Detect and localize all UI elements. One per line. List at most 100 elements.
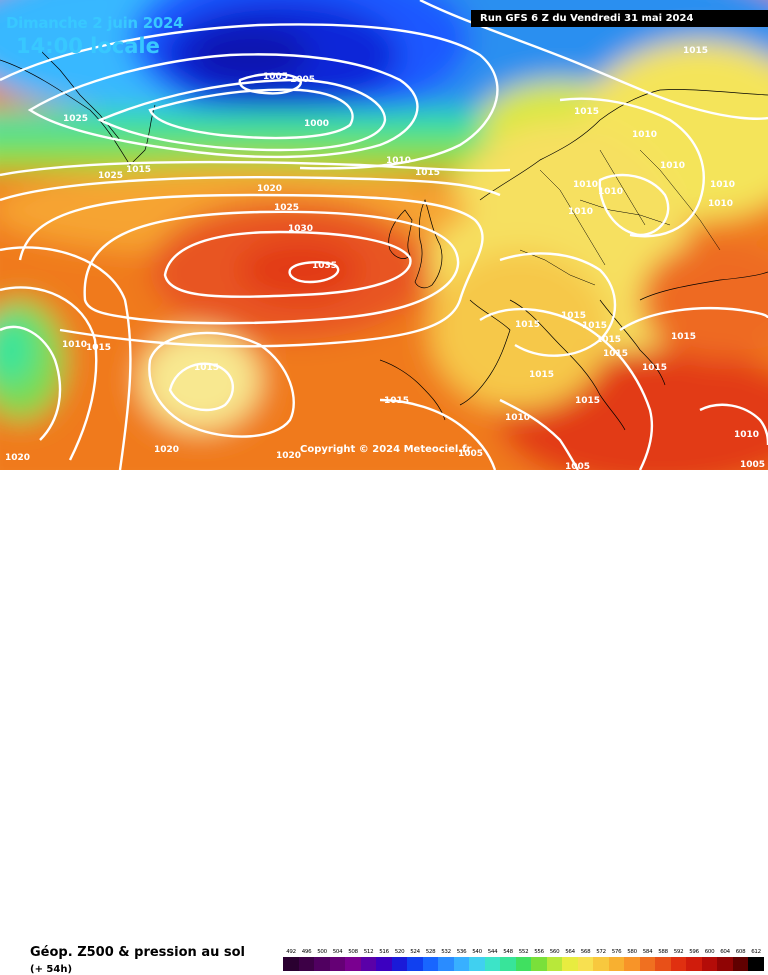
legend-cell: 552 [515,948,532,971]
legend-cell: 564 [562,948,578,971]
isobar-label: 1015 [671,332,696,342]
legend-cell: 508 [345,948,361,971]
isobars [0,0,768,470]
legend-swatch [500,957,516,971]
isobar-label: 1015 [574,107,599,117]
isobar-label: 1010 [386,156,411,166]
isobar-label: 1020 [5,453,30,463]
legend-tick-label: 600 [704,949,715,955]
forecast-date: Dimanche 2 juin 2024 [6,14,184,32]
legend-cell: 528 [422,948,439,971]
isobar-label: 1005 [290,75,315,85]
legend-swatch [732,957,749,971]
isobar-label: 1015 [642,363,667,373]
map-title: Géop. Z500 & pression au sol [30,945,245,960]
legend-tick-label: 572 [596,949,606,955]
isobar-label: 1015 [126,165,151,175]
legend-cell: 540 [469,948,485,971]
isobar-label: 1015 [384,396,409,406]
legend-swatch [655,957,671,971]
isobar-label: 1010 [660,161,685,171]
legend-tick-label: 576 [611,949,622,955]
legend-tick-label: 580 [627,949,637,955]
isobar-label: 1015 [575,396,600,406]
legend-cell: 532 [438,948,454,971]
legend-tick-label: 588 [658,949,668,955]
legend-tick-label: 568 [580,949,591,955]
legend-tick-label: 564 [565,949,575,955]
isobar-label: 1015 [415,168,440,178]
legend-tick-label: 504 [332,949,343,955]
isobar-label: 1005 [263,72,288,82]
isobar-label: 1025 [63,114,88,124]
legend-swatch [484,957,501,971]
legend-swatch [391,957,408,971]
isobar-label: 1015 [582,321,607,331]
legend-cell: 572 [593,948,609,971]
isobar-label: 1010 [708,199,733,209]
legend-swatch [407,957,423,971]
isobar-labels: 1015 1005 1005 1025 1000 1010 1015 1015 … [5,46,765,470]
legend-cell: 604 [717,948,733,971]
legend-swatch [531,957,547,971]
borders [519,149,721,286]
weather-map: 1015 1005 1005 1025 1000 1010 1015 1015 … [0,0,768,470]
legend-swatch [686,957,702,971]
legend-cell: 576 [608,948,625,971]
copyright: Copyright © 2024 Meteociel.fr [300,444,472,455]
isobar-label: 1015 [194,363,219,373]
legend-tick-label: 612 [751,949,761,955]
isobar-label: 1015 [561,311,586,321]
isobar-label: 1005 [458,449,483,459]
legend-cell: 596 [686,948,702,971]
legend-tick-label: 544 [487,949,498,955]
isobar-label: 1015 [515,320,540,330]
legend-tick-label: 520 [394,949,405,955]
isobar-label: 1015 [683,46,708,56]
legend-cell: 556 [531,948,547,971]
legend-tick-label: 592 [673,949,684,955]
legend-swatch [608,957,625,971]
legend-swatch [469,957,485,971]
legend-cell: 580 [624,948,640,971]
legend-tick-label: 512 [363,949,374,955]
run-info: Run GFS 6 Z du Vendredi 31 mai 2024 [471,10,768,27]
legend-swatch [314,957,330,971]
isobar-label: 1025 [98,171,123,181]
isobar-label: 1010 [505,413,530,423]
legend-swatch [329,957,346,971]
legend-swatch [593,957,609,971]
legend-cell: 548 [500,948,516,971]
legend-swatch [376,957,392,971]
legend-tick-label: 500 [317,949,327,955]
legend-cell: 612 [748,948,764,971]
legend-cell: 496 [298,948,315,971]
isobar-label: 1010 [568,207,593,217]
legend-cell: 560 [546,948,563,971]
legend-tick-label: 508 [348,949,358,955]
isobar-label: 1000 [304,119,329,129]
isobar-label: 1030 [288,224,313,234]
isobar-label: 1010 [62,340,87,350]
legend-swatch [701,957,718,971]
isobar-label: 1010 [632,130,657,140]
legend-cell: 588 [655,948,671,971]
legend-swatch [298,957,315,971]
legend-swatch [453,957,470,971]
isobar-label: 1015 [529,370,554,380]
legend-tick-label: 536 [456,949,467,955]
isobar-label: 1010 [573,180,598,190]
legend-tick-label: 548 [503,949,513,955]
isobar-label: 1005 [565,462,590,470]
isobar-label: 1015 [603,349,628,359]
legend-tick-label: 552 [518,949,529,955]
legend-tick-label: 532 [441,949,451,955]
legend-swatch [345,957,361,971]
isobar-label: 1015 [86,343,111,353]
legend-cell: 492 [283,948,299,971]
legend-cell: 500 [314,948,330,971]
legend-swatch [283,957,299,971]
isobar-label: 1035 [312,261,337,271]
legend-cell: 504 [329,948,346,971]
legend-cell: 516 [376,948,392,971]
